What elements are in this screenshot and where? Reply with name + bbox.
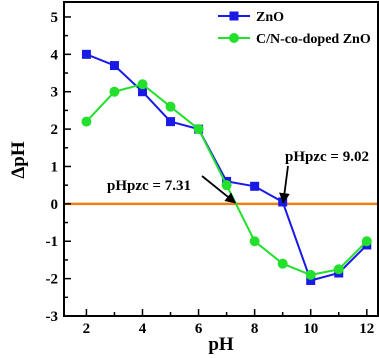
x-tick-label: 4 xyxy=(139,321,147,337)
y-tick-label: -1 xyxy=(46,234,59,250)
x-tick-label: 12 xyxy=(359,321,374,337)
x-tick-label: 8 xyxy=(251,321,259,337)
series-1-point xyxy=(81,116,92,127)
series-0-point xyxy=(81,49,91,59)
series-1-point xyxy=(249,236,260,247)
y-tick-label: -3 xyxy=(46,309,59,325)
legend-label-0: ZnO xyxy=(256,10,284,25)
y-tick-label: 5 xyxy=(51,10,59,26)
series-0-point xyxy=(109,61,119,71)
y-tick-label: -2 xyxy=(46,272,59,288)
x-tick-label: 10 xyxy=(303,321,318,337)
plot-frame xyxy=(63,1,379,317)
series-0-point xyxy=(306,275,316,285)
legend-marker-1 xyxy=(229,33,239,43)
legend-marker-0 xyxy=(229,11,239,21)
annotations: pHpzc = 9.02 pHpzc = 7.31 xyxy=(107,149,369,204)
x-axis-title: pH xyxy=(208,334,234,355)
y-tick-label: 3 xyxy=(51,85,59,101)
series-layer xyxy=(81,49,372,285)
y-axis-title: ΔpH xyxy=(8,141,29,178)
series-1-point xyxy=(361,236,372,247)
series-1-point xyxy=(165,101,176,112)
annotation-label-1: pHpzc = 7.31 xyxy=(107,178,191,194)
series-0-point xyxy=(138,87,147,97)
annotation-arrow-0 xyxy=(279,165,290,204)
y-tick-label: 1 xyxy=(51,159,59,175)
series-0-point xyxy=(250,181,260,191)
series-0-point xyxy=(166,117,176,127)
annotation-label-0: pHpzc = 9.02 xyxy=(285,149,369,165)
series-1-point xyxy=(333,264,344,275)
series-1-point xyxy=(277,258,288,269)
series-1-point xyxy=(221,180,232,191)
x-tick-label: 2 xyxy=(83,321,91,337)
y-tick-label: 4 xyxy=(51,47,59,63)
series-1-point xyxy=(137,79,148,90)
legend: ZnO C/N-co-doped ZnO xyxy=(218,10,371,47)
y-tick-label: 0 xyxy=(51,197,59,213)
y-tick-label: 2 xyxy=(51,122,59,138)
legend-label-1: C/N-co-doped ZnO xyxy=(256,32,371,47)
x-tick-label: 6 xyxy=(195,321,203,337)
series-1-point xyxy=(305,269,316,280)
annotation-arrow-1 xyxy=(201,175,237,204)
series-1-point xyxy=(109,86,120,97)
series-1-point xyxy=(193,124,204,135)
